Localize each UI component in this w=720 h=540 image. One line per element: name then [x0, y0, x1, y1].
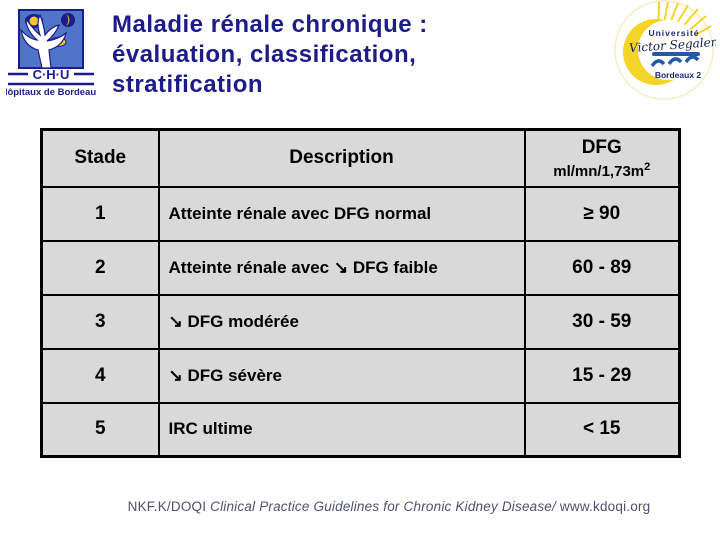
hand-icon: [20, 13, 67, 69]
stage-number: 1: [40, 185, 160, 242]
column-header-dfg: DFG ml/mn/1,73m2: [523, 128, 681, 188]
stage-description: Atteinte rénale avec DFG normal: [157, 185, 526, 242]
stage-description: ↘ DFG sévère: [157, 347, 526, 404]
chu-logo-icon: C·H·U Hôpitaux de Bordeaux: [1, 9, 102, 98]
stage-dfg-range: 30 - 59: [523, 293, 681, 350]
page-title: Maladie rénale chronique : évaluation, c…: [112, 10, 582, 100]
column-header-description: Description: [157, 128, 526, 188]
victor-segalen-signature: Victor Segalen: [629, 35, 716, 55]
citation-title: Clinical Practice Guidelines for Chronic…: [210, 499, 556, 514]
table-row-stage-5: 5 IRC ultime < 15: [40, 401, 681, 458]
waves-icon: [650, 55, 700, 68]
table-row-stage-2: 2 Atteinte rénale avec ↘ DFG faible 60 -…: [40, 239, 681, 296]
chu-hopitaux-bordeaux-logo: C·H·U Hôpitaux de Bordeaux: [1, 8, 102, 102]
stage-dfg-range: 60 - 89: [523, 239, 681, 296]
table-row-stage-3: 3 ↘ DFG modérée 30 - 59: [40, 293, 681, 350]
stage-description: ↘ DFG modérée: [157, 293, 526, 350]
ckd-stages-table: Stade Description DFG ml/mn/1,73m2 1 Att…: [40, 128, 681, 458]
citation-url: www.kdoqi.org: [555, 499, 651, 514]
stage-dfg-range: < 15: [523, 401, 681, 458]
table-row-stage-1: 1 Atteinte rénale avec DFG normal ≥ 90: [40, 185, 681, 242]
dfg-unit-label: ml/mn/1,73m2: [553, 160, 651, 180]
citation-source: NKF.K/DOQI: [127, 499, 211, 514]
stage-number: 3: [40, 293, 160, 350]
stage-number: 4: [40, 347, 160, 404]
bordeaux2-label: Bordeaux 2: [655, 70, 702, 80]
citation-footer: NKF.K/DOQI Clinical Practice Guidelines …: [0, 499, 720, 514]
table-header-row: Stade Description DFG ml/mn/1,73m2: [40, 128, 681, 188]
stage-description: Atteinte rénale avec ↘ DFG faible: [157, 239, 526, 296]
universite-bordeaux2-logo: Université Victor Segalen Bordeaux 2: [612, 0, 719, 104]
stage-description: IRC ultime: [157, 401, 526, 458]
stage-number: 5: [40, 401, 160, 458]
chu-subtitle: Hôpitaux de Bordeaux: [6, 87, 96, 98]
table-row-stage-4: 4 ↘ DFG sévère 15 - 29: [40, 347, 681, 404]
chu-acronym: C·H·U: [33, 67, 70, 82]
moon-icon: [61, 13, 75, 27]
title-line-2: évaluation, classification,: [112, 41, 417, 68]
signature-underline: [652, 52, 700, 56]
stage-dfg-range: 15 - 29: [523, 347, 681, 404]
column-header-stade: Stade: [40, 128, 160, 188]
university-logo-icon: Université Victor Segalen Bordeaux 2: [614, 0, 719, 100]
stage-number: 2: [40, 239, 160, 296]
stage-dfg-range: ≥ 90: [523, 185, 681, 242]
title-line-1: Maladie rénale chronique :: [112, 11, 428, 38]
title-line-3: stratification: [112, 71, 264, 98]
university-name: Université: [648, 28, 699, 38]
